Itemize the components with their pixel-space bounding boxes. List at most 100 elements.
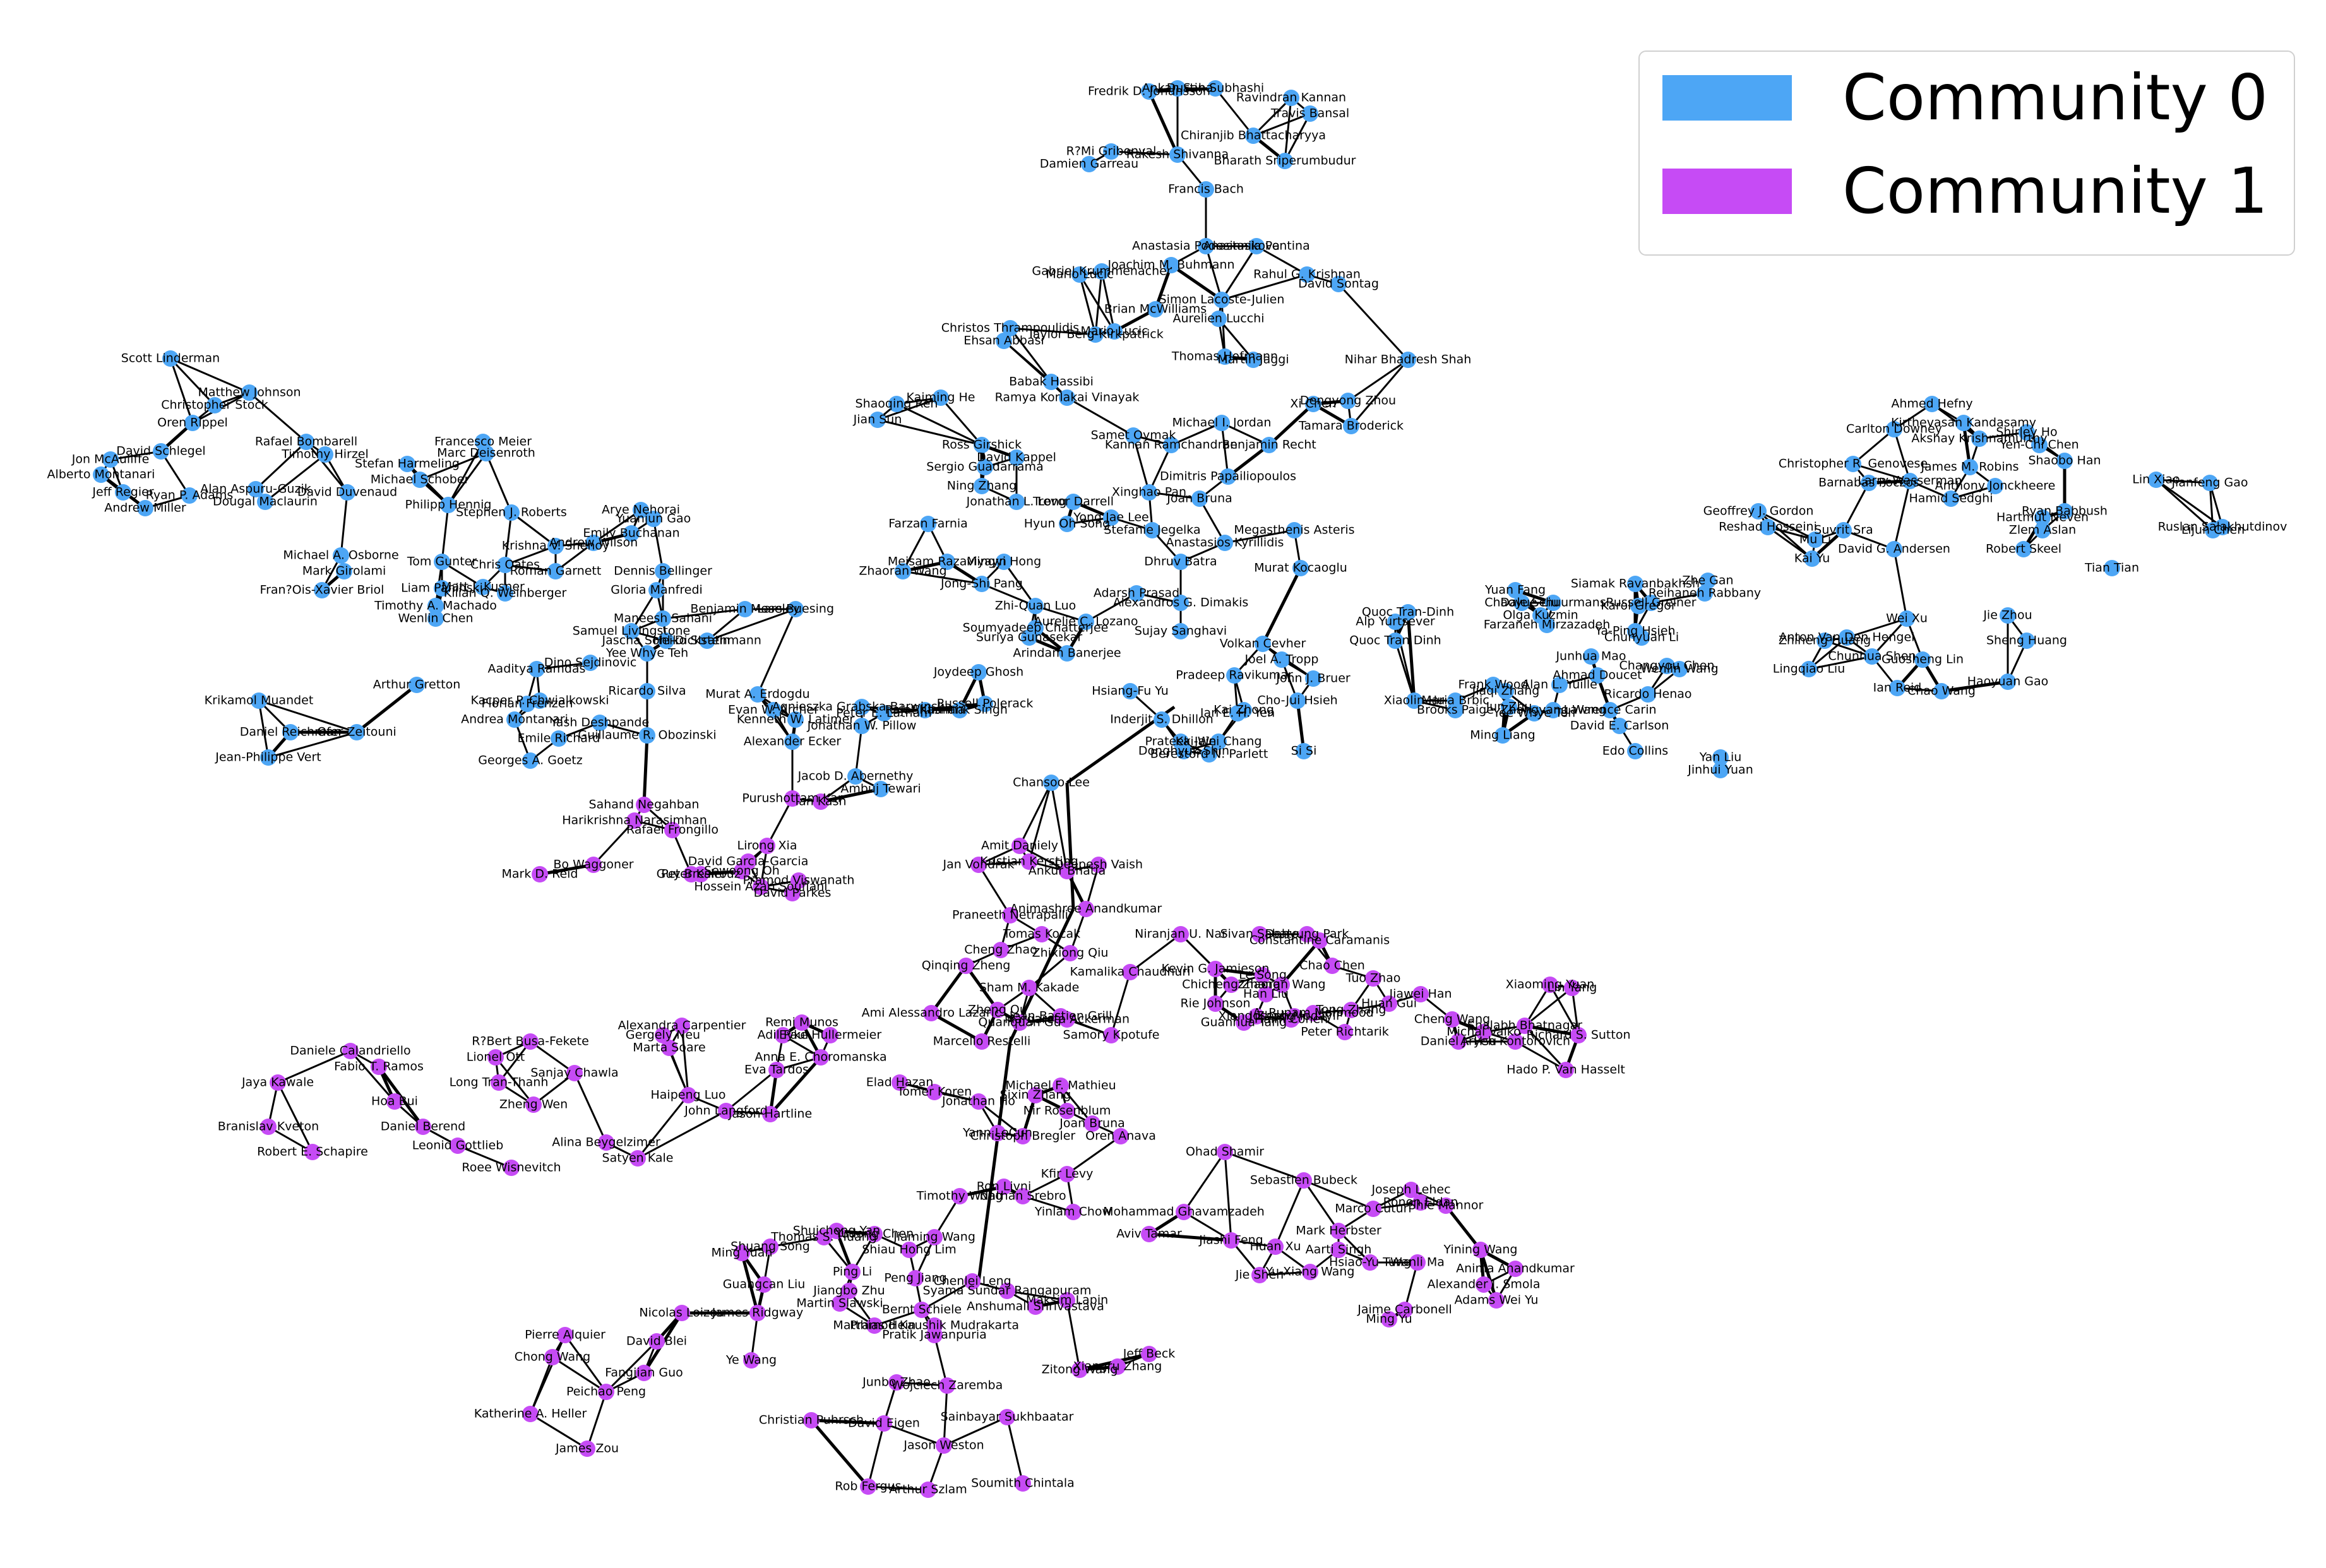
node-label: Chenlei Leng bbox=[933, 1274, 1011, 1288]
node-community-0 bbox=[506, 711, 523, 728]
legend-item-community-1: Community 1 bbox=[1662, 160, 2268, 223]
node-community-1 bbox=[648, 1333, 665, 1350]
node-label: Guanhua Tang bbox=[1201, 1016, 1287, 1030]
node-label: Jonathan W. Pillow bbox=[807, 719, 917, 733]
node-label: Xiaolin Hu bbox=[1384, 694, 1445, 708]
graph-edge bbox=[277, 1050, 351, 1084]
node-label: Babak Hassibi bbox=[1009, 375, 1094, 389]
graph-nodes bbox=[93, 80, 2231, 1498]
node-community-1 bbox=[1258, 986, 1274, 1002]
node-community-1 bbox=[816, 1229, 832, 1245]
node-community-0 bbox=[1643, 595, 1659, 611]
node-community-1 bbox=[734, 1245, 750, 1261]
node-label: Nihar Bhadresh Shah bbox=[1345, 353, 1472, 367]
node-community-0 bbox=[1201, 746, 1217, 763]
node-community-0 bbox=[854, 718, 870, 734]
node-community-0 bbox=[2019, 424, 2035, 441]
node-community-0 bbox=[1914, 651, 1931, 668]
node-label: Kfir Levy bbox=[1041, 1167, 1094, 1181]
node-community-1 bbox=[866, 1226, 883, 1242]
node-label: Marco Cuturi bbox=[1335, 1202, 1411, 1216]
node-community-1 bbox=[1021, 853, 1037, 870]
node-label: Georges A. Goetz bbox=[478, 754, 582, 768]
graph-edge bbox=[642, 735, 649, 805]
node-label: Ya-Ping Hsieh bbox=[1594, 624, 1675, 638]
node-label: Megasthenis Asteris bbox=[1234, 523, 1354, 537]
node-label: Ye Wang bbox=[725, 1353, 777, 1367]
node-label: Peter Kairouz bbox=[661, 867, 741, 881]
node-community-0 bbox=[977, 459, 993, 475]
node-label: R?Mi Gribonval bbox=[1066, 145, 1157, 158]
node-community-0 bbox=[1712, 762, 1729, 778]
node-community-0 bbox=[1008, 449, 1025, 466]
graph-edge bbox=[533, 1072, 575, 1106]
node-community-0 bbox=[1103, 143, 1119, 160]
node-community-1 bbox=[1412, 1194, 1429, 1211]
node-community-1 bbox=[1015, 1188, 1031, 1204]
graph-edge bbox=[406, 463, 450, 506]
node-label: Alp Yurtsever bbox=[1356, 615, 1435, 629]
node-community-1 bbox=[996, 1179, 1012, 1195]
graph-edge bbox=[662, 608, 746, 620]
node-community-1 bbox=[304, 1144, 321, 1160]
node-label: Yan Liu bbox=[1699, 751, 1742, 764]
node-community-0 bbox=[257, 494, 273, 510]
node-label: Prateek Jain bbox=[1145, 735, 1216, 749]
graph-edge bbox=[268, 731, 357, 759]
graph-edge bbox=[1183, 1151, 1226, 1213]
node-community-0 bbox=[1283, 90, 1299, 106]
node-community-0 bbox=[137, 500, 153, 516]
node-community-1 bbox=[1267, 1238, 1284, 1255]
node-community-0 bbox=[623, 525, 640, 542]
node-label: Fabio T. Ramos bbox=[334, 1060, 424, 1074]
node-label: Cheng Wang bbox=[1414, 1013, 1490, 1026]
node-community-1 bbox=[951, 1188, 968, 1204]
node-community-0 bbox=[1210, 734, 1227, 750]
node-community-1 bbox=[680, 1087, 696, 1103]
graph-edge bbox=[740, 1252, 760, 1314]
node-community-1 bbox=[270, 1074, 286, 1091]
node-community-1 bbox=[1330, 1223, 1347, 1239]
graph-edge bbox=[883, 1422, 945, 1447]
node-community-1 bbox=[768, 1062, 785, 1078]
graph-edge bbox=[1852, 463, 1911, 482]
node-label: Aaditya Ramdas bbox=[488, 662, 586, 676]
node-label: Michael F. Mathieu bbox=[1005, 1079, 1116, 1093]
node-label: Fran?Ois-Xavier Briol bbox=[260, 583, 385, 597]
node-label: Shie Mannor bbox=[1409, 1199, 1484, 1213]
node-label: Rajat Khanna bbox=[885, 703, 965, 717]
node-community-1 bbox=[926, 1084, 943, 1100]
node-community-0 bbox=[951, 702, 968, 718]
graph-edge bbox=[929, 965, 968, 1014]
node-community-1 bbox=[1343, 1002, 1359, 1018]
graph-edge bbox=[637, 1110, 727, 1160]
node-label: Yuan Fang bbox=[1484, 583, 1546, 597]
node-community-0 bbox=[1498, 683, 1514, 699]
node-label: Dale Schuurmans bbox=[1500, 596, 1606, 610]
node-label: Shalabh Bhatnagar bbox=[1467, 1019, 1582, 1033]
node-community-0 bbox=[895, 563, 911, 579]
node-label: Ricardo Silva bbox=[608, 684, 686, 698]
node-label: Lionel Ott bbox=[467, 1050, 525, 1064]
node-label: Jonathan Ho bbox=[941, 1095, 1015, 1108]
node-label: Heiko Strathmann bbox=[653, 634, 761, 648]
node-community-0 bbox=[1700, 573, 1716, 589]
node-label: Philipp Hennig bbox=[405, 498, 492, 512]
node-label: Farzaneh Mirzazadeh bbox=[1484, 618, 1611, 632]
node-community-0 bbox=[336, 563, 352, 579]
node-community-0 bbox=[1387, 614, 1404, 630]
node-label: Hamid Sedghi bbox=[1909, 492, 1993, 506]
graph-edge bbox=[1347, 359, 1409, 402]
node-community-0 bbox=[1962, 459, 1978, 475]
node-label: Benjamin Recht bbox=[1222, 438, 1316, 452]
node-community-0 bbox=[282, 724, 299, 740]
node-label: Evan W. Archer bbox=[728, 703, 819, 717]
node-label: Pradeep Ravikumar bbox=[1176, 668, 1293, 682]
node-label: Joseph Lehec bbox=[1371, 1183, 1450, 1197]
node-label: Martin Jaggi bbox=[1217, 353, 1289, 367]
node-label: Kacper P. Chwialkowski bbox=[470, 694, 609, 708]
node-label: Cheng Zhao bbox=[964, 943, 1037, 957]
node-community-1 bbox=[1103, 1027, 1119, 1043]
node-community-0 bbox=[1955, 415, 1972, 431]
node-community-0 bbox=[1125, 427, 1142, 444]
